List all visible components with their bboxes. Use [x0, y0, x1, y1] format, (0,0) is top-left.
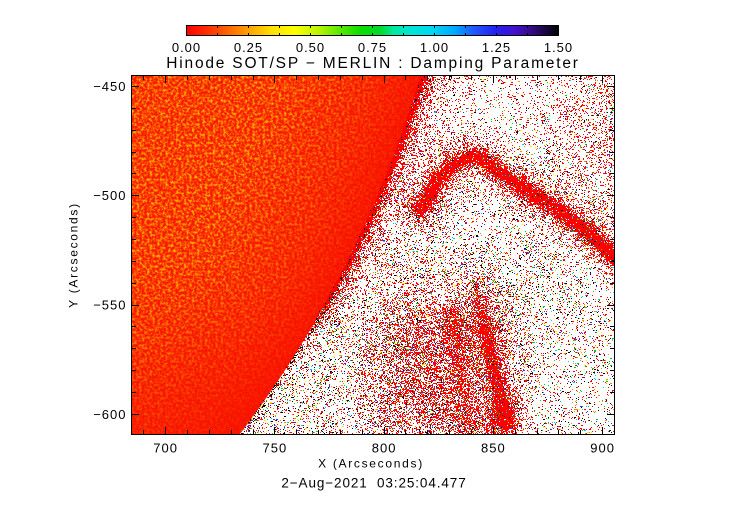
svg-text:2−Aug−2021 03:25:04.477: 2−Aug−2021 03:25:04.477	[281, 476, 466, 491]
svg-text:X (Arcseconds): X (Arcseconds)	[318, 457, 424, 471]
svg-text:0.00: 0.00	[172, 40, 201, 55]
svg-text:900: 900	[590, 441, 615, 456]
svg-text:−500: −500	[93, 188, 126, 203]
svg-text:750: 750	[263, 441, 288, 456]
svg-text:1.25: 1.25	[482, 40, 511, 55]
svg-text:850: 850	[481, 441, 506, 456]
svg-text:1.50: 1.50	[544, 40, 573, 55]
svg-text:0.25: 0.25	[234, 40, 263, 55]
svg-text:800: 800	[372, 441, 397, 456]
svg-text:1.00: 1.00	[420, 40, 449, 55]
svg-text:0.50: 0.50	[296, 40, 325, 55]
svg-text:0.75: 0.75	[358, 40, 387, 55]
svg-text:−550: −550	[93, 298, 126, 313]
svg-text:−600: −600	[93, 407, 126, 422]
svg-text:Y (Arcseconds): Y (Arcseconds)	[67, 202, 81, 308]
svg-text:Hinode SOT/SP − MERLIN : Dampi: Hinode SOT/SP − MERLIN : Damping Paramet…	[166, 55, 579, 72]
svg-text:700: 700	[153, 441, 178, 456]
svg-text:−450: −450	[93, 79, 126, 94]
